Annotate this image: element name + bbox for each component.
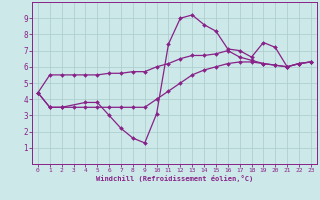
- X-axis label: Windchill (Refroidissement éolien,°C): Windchill (Refroidissement éolien,°C): [96, 175, 253, 182]
